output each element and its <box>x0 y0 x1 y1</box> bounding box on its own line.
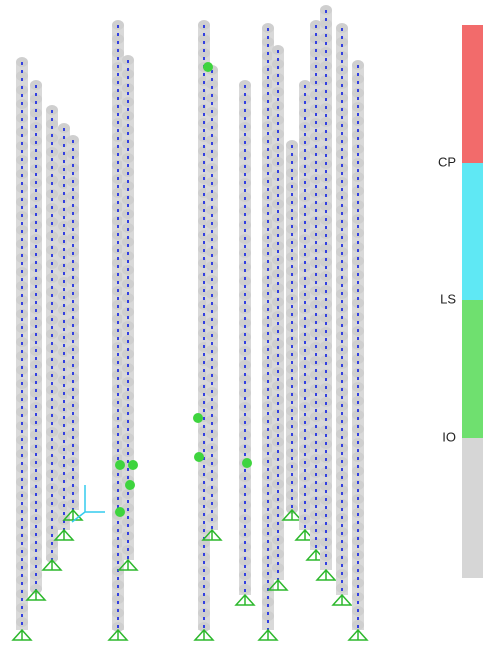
support <box>333 595 351 605</box>
legend-io-band <box>462 300 483 438</box>
legend-label: CP <box>438 154 456 169</box>
io-hinge <box>115 460 125 470</box>
support <box>236 595 254 605</box>
support <box>43 560 61 570</box>
model-view: CP LS IO <box>0 0 483 655</box>
legend-bar: CP LS IO <box>438 25 483 578</box>
io-hinge <box>242 458 252 468</box>
support <box>13 630 31 640</box>
legend-cp-band <box>462 25 483 163</box>
support <box>317 570 335 580</box>
io-hinge <box>115 507 125 517</box>
io-hinge <box>194 452 204 462</box>
legend-elastic-band <box>462 438 483 578</box>
legend-label: LS <box>440 291 456 306</box>
support <box>349 630 367 640</box>
support <box>109 630 127 640</box>
legend-label: IO <box>442 429 456 444</box>
io-hinge <box>125 480 135 490</box>
legend-ls-band <box>462 163 483 300</box>
io-hinge <box>193 413 203 423</box>
io-hinge <box>203 62 213 72</box>
io-hinge <box>128 460 138 470</box>
support <box>27 590 45 600</box>
support <box>283 510 301 520</box>
support <box>259 630 277 640</box>
structural-model <box>13 5 367 640</box>
support <box>195 630 213 640</box>
page: CP LS IO (() => { const data = JSON.pars… <box>0 0 483 655</box>
